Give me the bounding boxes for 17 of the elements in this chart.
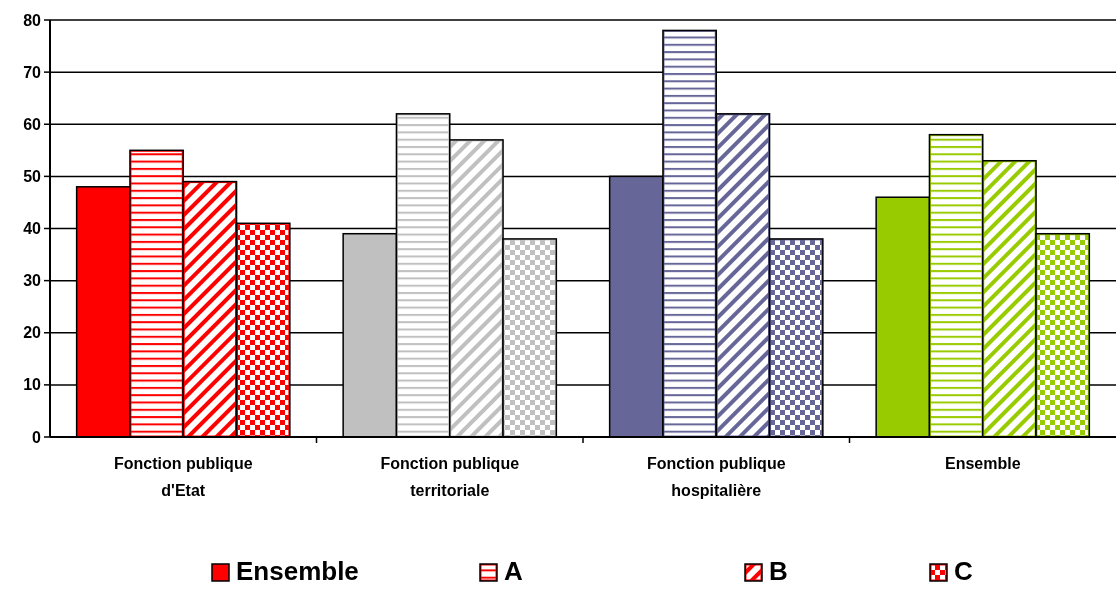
- x-tick-label: Ensemble: [944, 455, 1021, 472]
- y-tick-label: 40: [23, 220, 42, 238]
- y-tick-label: 30: [23, 272, 42, 290]
- y-tick-label: 20: [23, 324, 42, 342]
- legend-label: A: [504, 556, 523, 586]
- y-tick-label: 50: [23, 167, 42, 185]
- y-tick-label: 80: [23, 11, 42, 29]
- y-tick-label: 0: [32, 428, 42, 446]
- y-tick-label: 10: [23, 376, 42, 394]
- legend-label: B: [769, 556, 788, 586]
- y-tick-label: 60: [23, 115, 42, 133]
- legend-label: C: [954, 556, 973, 586]
- y-tick-label: 70: [23, 63, 42, 81]
- x-tick-label: Fonction publique hospitalière: [646, 455, 786, 499]
- x-tick-label: Fonction publique d'Etat: [113, 455, 253, 499]
- legend-label: Ensemble: [236, 556, 359, 586]
- x-tick-label: Fonction publique territoriale: [380, 455, 520, 499]
